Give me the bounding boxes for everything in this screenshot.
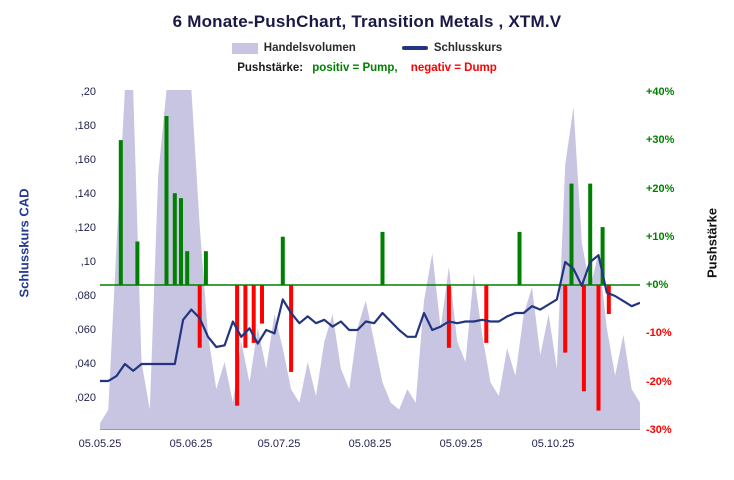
push-bar	[289, 285, 294, 372]
right-axis-tick: -10%	[646, 327, 672, 339]
push-bar	[251, 285, 256, 343]
push-bar	[260, 285, 264, 324]
right-axis-title: Pushstärke	[704, 207, 720, 279]
left-axis-title: Schlusskurs CAD	[16, 188, 32, 298]
push-bar	[484, 285, 489, 343]
push-bar	[600, 227, 605, 285]
right-axis-tick: +40%	[646, 86, 675, 98]
legend-volume-label: Handelsvolumen	[263, 42, 356, 54]
push-subtitle: Pushstärke: positiv = Pump, negativ = Du…	[0, 62, 734, 74]
push-bar	[235, 285, 240, 406]
push-bar	[118, 140, 123, 285]
push-bar	[588, 183, 593, 285]
close-line-swatch-icon	[401, 46, 428, 50]
right-axis-tick: -30%	[646, 424, 672, 436]
right-axis-tick: +10%	[646, 231, 675, 243]
push-bar	[172, 193, 177, 285]
push-bar	[185, 251, 190, 285]
close-line	[100, 254, 640, 383]
right-axis-tick: +30%	[646, 134, 675, 146]
push-bar	[197, 285, 202, 348]
chart-title: 6 Monate-PushChart, Transition Metals , …	[172, 12, 562, 31]
left-axis-tick: ,020	[74, 392, 96, 404]
push-bar	[203, 251, 208, 285]
push-bar	[606, 285, 611, 314]
push-bar	[581, 285, 586, 392]
left-axis-tick: ,140	[74, 188, 96, 200]
push-bar	[179, 198, 183, 285]
push-bar	[380, 231, 385, 285]
x-axis-tick: 05.09.25	[439, 438, 483, 450]
legend-close-label: Schlusskurs	[433, 42, 503, 54]
subtitle-dump: negativ = Dump	[410, 62, 497, 74]
left-axis-tick: ,10	[80, 256, 96, 268]
left-axis-tick: ,080	[74, 290, 96, 302]
legend: Handelsvolumen Schlusskurs	[0, 42, 734, 54]
subtitle-prefix: Pushstärke:	[237, 62, 304, 74]
right-axis-tick: +20%	[646, 183, 675, 195]
left-axis-tick: ,160	[74, 154, 96, 166]
push-bar	[243, 285, 248, 348]
subtitle-pump: positiv = Pump,	[312, 62, 398, 74]
left-axis-tick: ,040	[74, 358, 96, 370]
push-bar	[563, 285, 568, 353]
x-axis-tick: 05.10.25	[531, 438, 575, 450]
push-bar	[164, 116, 169, 285]
left-axis-tick: ,120	[74, 222, 96, 234]
x-axis-tick: 05.08.25	[348, 438, 392, 450]
push-bar	[569, 183, 574, 285]
right-axis-tick: -20%	[646, 376, 672, 388]
left-axis-tick: ,20	[80, 86, 96, 98]
push-bar	[517, 231, 522, 285]
legend-item-close: Schlusskurs	[401, 42, 503, 54]
x-axis-tick: 05.06.25	[169, 438, 213, 450]
push-bar	[135, 241, 140, 285]
volume-area	[100, 90, 640, 430]
left-axis-tick: ,180	[74, 120, 96, 132]
plot-svg	[100, 90, 640, 430]
right-axis-tick: +0%	[646, 279, 669, 291]
push-bar	[446, 285, 451, 348]
x-axis-tick: 05.05.25	[78, 438, 122, 450]
legend-item-volume: Handelsvolumen	[231, 42, 356, 54]
volume-swatch-icon	[231, 42, 258, 54]
push-bar	[596, 285, 601, 411]
push-bar	[280, 236, 285, 285]
x-axis-tick: 05.07.25	[257, 438, 301, 450]
left-axis-tick: ,060	[74, 324, 96, 336]
